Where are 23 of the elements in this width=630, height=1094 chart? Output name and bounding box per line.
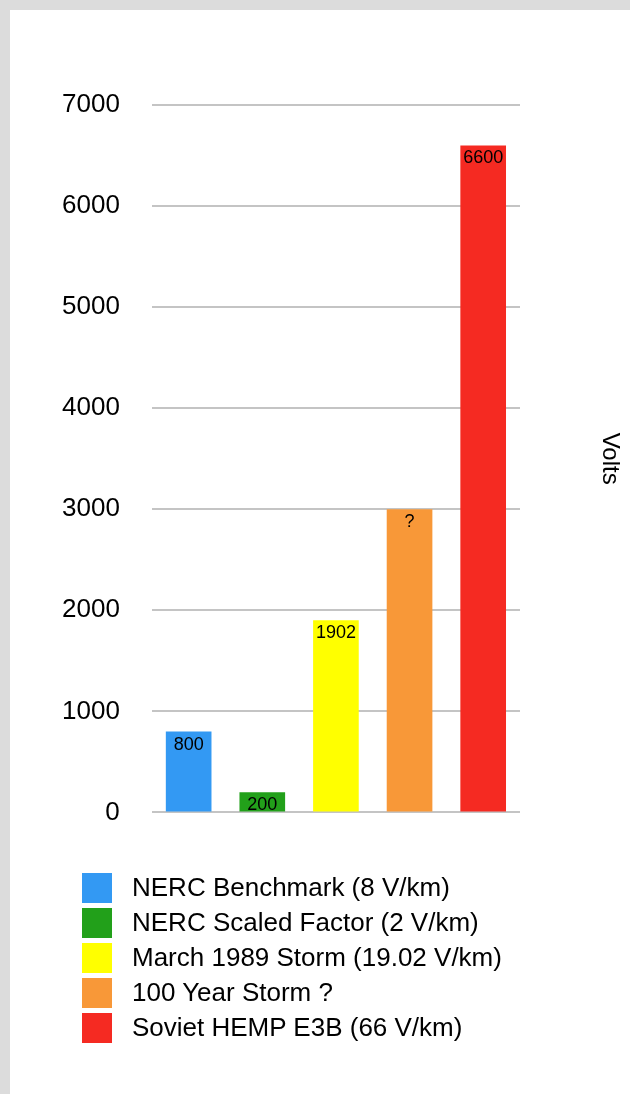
y-tick-label: 4000 [62,391,120,422]
y-tick-label: 3000 [62,492,120,523]
y-tick-label: 7000 [62,88,120,119]
bar [313,620,359,812]
y-axis-title: Volts [598,432,626,485]
y-tick-label: 2000 [62,593,120,624]
y-tick-label: 6000 [62,189,120,220]
data-label: 200 [247,794,278,815]
bar [165,731,212,812]
data-label: 1902 [315,622,356,643]
legend-label: NERC Benchmark (8 V/km) [132,872,450,903]
legend-label: 100 Year Storm ? [132,977,333,1008]
data-label: ? [404,511,415,532]
legend-label: NERC Scaled Factor (2 V/km) [132,907,479,938]
y-tick-label: 5000 [62,290,120,321]
data-label: 800 [173,733,204,754]
legend-label: March 1989 Storm (19.02 V/km) [132,942,502,973]
bar [386,509,433,812]
y-tick-label: 1000 [62,694,120,725]
bar [460,145,507,812]
y-tick-label: 0 [105,795,120,826]
legend-label: Soviet HEMP E3B (66 V/km) [132,1012,463,1043]
data-label: 6600 [463,147,504,168]
